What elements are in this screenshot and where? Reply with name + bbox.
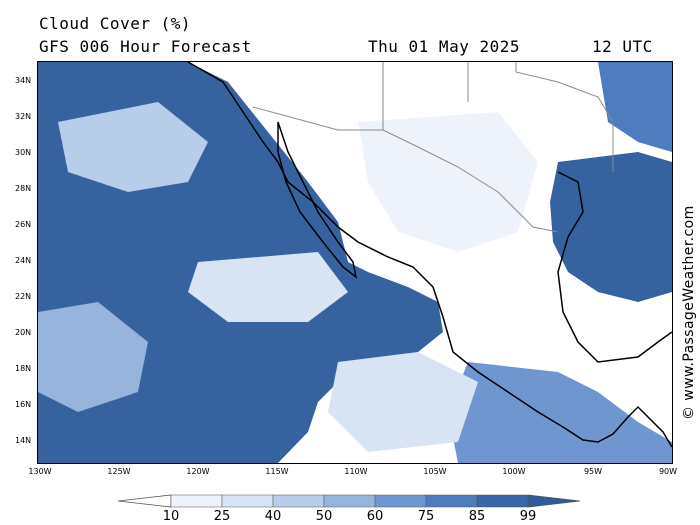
international-border — [252, 106, 559, 233]
lon-label: 125W — [107, 467, 131, 476]
baja-coastline — [277, 121, 358, 279]
colorbar-label: 10 — [162, 509, 180, 524]
cloud-patch-central — [358, 112, 538, 252]
colorbar-bin — [425, 494, 478, 508]
lat-label: 30N — [15, 148, 32, 157]
gulf-coastline — [557, 171, 672, 363]
lat-label: 14N — [15, 436, 32, 445]
map-svg — [38, 62, 672, 463]
colorbar-label: 50 — [315, 509, 333, 524]
lat-label: 26N — [15, 220, 32, 229]
lon-label: 90W — [658, 467, 678, 476]
colorbar-bin — [170, 494, 223, 508]
cloud-field-gulf — [550, 152, 672, 302]
colorbar-label: 85 — [468, 509, 486, 524]
colorbar-bin — [272, 494, 325, 508]
colorbar-bin — [476, 494, 529, 508]
lon-label: 105W — [423, 467, 447, 476]
colorbar-label: 40 — [264, 509, 282, 524]
lat-label: 24N — [15, 256, 32, 265]
forecast-date: Thu 01 May 2025 — [368, 37, 520, 56]
colorbar-bin — [374, 494, 427, 508]
lon-label: 120W — [186, 467, 210, 476]
lon-label: 130W — [28, 467, 52, 476]
colorbar — [118, 494, 581, 508]
lat-label: 18N — [15, 364, 32, 373]
colorbar-low-arrow — [118, 494, 172, 508]
cloud-cover-map — [37, 61, 673, 464]
state-border — [382, 62, 614, 172]
lat-label: 28N — [15, 184, 32, 193]
lon-label: 115W — [265, 467, 289, 476]
lon-label: 95W — [583, 467, 603, 476]
lat-label: 16N — [15, 400, 32, 409]
forecast-time: 12 UTC — [592, 37, 653, 56]
colorbar-label: 99 — [519, 509, 537, 524]
colorbar-label: 25 — [213, 509, 231, 524]
chart-title: Cloud Cover (%) — [39, 14, 191, 33]
coastline — [187, 62, 672, 448]
colorbar-bin — [323, 494, 376, 508]
cloud-patch-southern-mexico — [328, 352, 478, 452]
credit-text: © www.PassageWeather.com — [681, 205, 697, 420]
cloud-field-east — [598, 62, 672, 152]
lat-label: 22N — [15, 292, 32, 301]
lon-label: 100W — [502, 467, 526, 476]
lat-label: 34N — [15, 76, 32, 85]
colorbar-label: 60 — [366, 509, 384, 524]
cloud-patch-sw — [38, 302, 148, 412]
colorbar-label: 75 — [417, 509, 435, 524]
lat-label: 32N — [15, 112, 32, 121]
cloud-patch-west — [188, 252, 348, 322]
colorbar-bin — [221, 494, 274, 508]
lon-label: 110W — [344, 467, 368, 476]
lat-label: 20N — [15, 328, 32, 337]
cloud-field-south — [448, 362, 672, 463]
colorbar-high-arrow — [527, 494, 581, 508]
model-label: GFS 006 Hour Forecast — [39, 37, 252, 56]
cloud-patch-baja — [58, 102, 208, 192]
